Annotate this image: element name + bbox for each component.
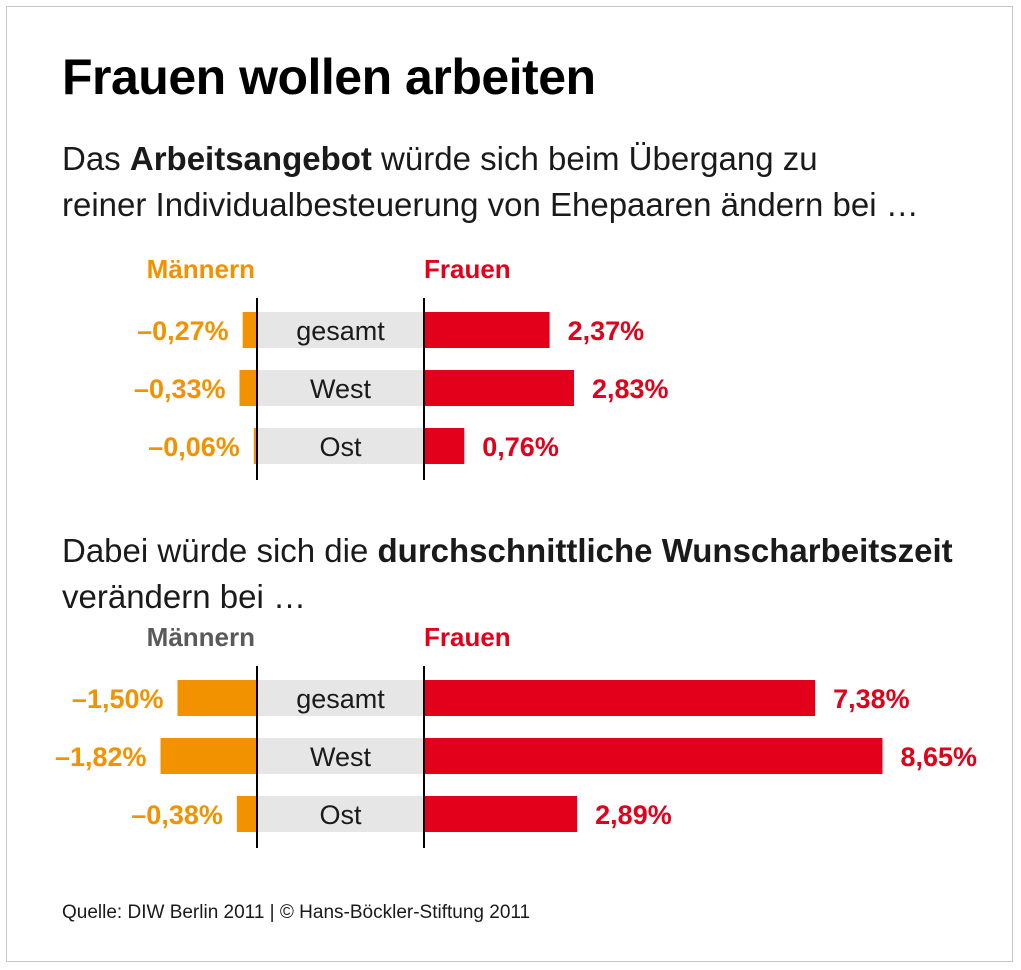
category-band [257,738,424,774]
bar-men [253,428,257,464]
bar-men [239,370,257,406]
source-note: Quelle: DIW Berlin 2011 | © Hans-Böckler… [62,902,531,923]
bar-women [424,312,550,348]
category-band [257,680,424,716]
category-label: West [310,742,372,772]
value-label-women: 7,38% [833,684,910,714]
value-label-men: –1,50% [72,684,164,714]
bar-women [424,370,574,406]
category-band [257,428,424,464]
bar-men [242,312,257,348]
category-band [257,312,424,348]
value-label-men: –0,38% [131,800,223,830]
category-label: gesamt [296,316,385,346]
chart-arbeitsangebot: Männern Frauen gesamt –0,27% 2,37% West –0,33%… [134,254,669,480]
bar-men [177,680,257,716]
intro-2-bold: durchschnittliche Wunscharbeitszeit [377,532,953,569]
legend-women: Frauen [424,254,511,284]
value-label-women: 2,89% [595,800,672,830]
value-label-men: –0,33% [134,374,226,404]
value-label-women: 8,65% [900,742,977,772]
category-label: West [310,374,372,404]
intro-2-pre: Dabei würde sich die [62,532,378,569]
value-label-women: 2,37% [568,316,645,346]
intro-1-bold: Arbeitsangebot [129,140,372,177]
legend-men: Männern [147,622,255,652]
category-label: Ost [319,800,362,830]
category-band [257,370,424,406]
intro-1-line2: reiner Individualbesteuerung von Ehepaar… [62,186,919,223]
bar-women [424,738,883,774]
intro-1-post: würde sich beim Übergang zu [371,140,818,177]
legend-women: Frauen [424,622,511,652]
category-label: Ost [319,432,362,462]
value-label-women: 0,76% [482,432,559,462]
page-title: Frauen wollen arbeiten [62,49,596,105]
legend-men: Männern [147,254,255,284]
value-label-men: –0,27% [137,316,229,346]
category-band [257,796,424,832]
bar-women [424,680,816,716]
bar-men [160,738,257,774]
intro-text-2: Dabei würde sich die durchschnittliche W… [62,528,953,620]
category-label: gesamt [296,684,385,714]
bar-women [424,796,578,832]
value-label-men: –1,82% [55,742,147,772]
intro-2-line2: verändern bei … [62,578,306,615]
value-label-women: 2,83% [592,374,669,404]
intro-text-1: Das Arbeitsangebot würde sich beim Überg… [62,136,919,228]
chart-wunscharbeitszeit: Männern Frauen gesamt –1,50% 7,38% West –1,82%… [55,622,977,848]
intro-1-pre: Das [62,140,130,177]
value-label-men: –0,06% [148,432,240,462]
bar-men [236,796,257,832]
bar-women [424,428,465,464]
